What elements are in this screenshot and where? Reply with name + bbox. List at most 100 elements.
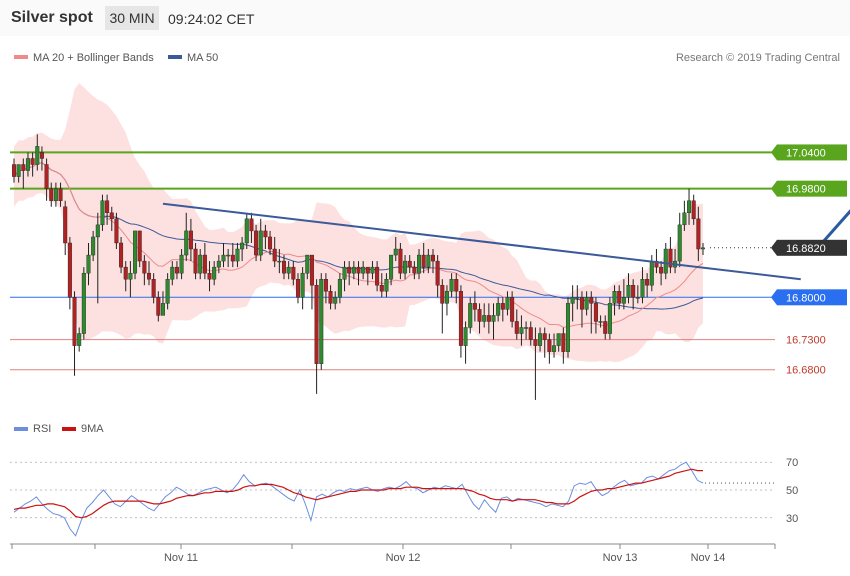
candle — [77, 327, 82, 352]
ma50-legend-label: MA 50 — [187, 52, 218, 64]
trend-line — [162, 202, 801, 281]
candle — [579, 291, 584, 328]
candle — [63, 200, 68, 256]
candle — [86, 242, 91, 286]
candle — [21, 158, 26, 189]
candle — [35, 134, 40, 171]
candle — [440, 279, 445, 334]
candle — [123, 261, 128, 292]
candle — [444, 285, 449, 316]
candle — [193, 242, 198, 280]
candle — [612, 285, 617, 316]
candle — [384, 273, 389, 298]
candle — [156, 291, 161, 322]
x-tick-label: Nov 11 — [164, 552, 198, 564]
candle — [687, 188, 692, 225]
candle — [184, 212, 189, 262]
candle — [421, 242, 426, 274]
candle — [696, 206, 701, 262]
candle — [347, 261, 352, 286]
candle — [538, 327, 543, 352]
candle — [659, 261, 664, 286]
candle — [319, 273, 324, 370]
candle — [263, 224, 268, 250]
candle — [389, 254, 394, 286]
candle — [160, 291, 165, 316]
candle — [58, 182, 63, 207]
candle — [435, 255, 440, 298]
level-tag-16.8820 — [777, 239, 847, 256]
candle — [682, 200, 687, 231]
level-label: 16.8820 — [786, 243, 826, 255]
level-label: 16.7300 — [786, 335, 826, 347]
rsi-line — [13, 461, 704, 537]
candle — [645, 273, 650, 298]
candle — [100, 194, 105, 231]
candle — [81, 267, 86, 340]
candle — [254, 224, 259, 262]
candle — [654, 249, 659, 274]
candle — [240, 236, 245, 262]
candle — [11, 158, 16, 183]
candle — [277, 249, 282, 274]
bollinger-band — [14, 83, 703, 363]
ma-bb-legend-label: MA 20 + Bollinger Bands — [33, 52, 154, 64]
ma9-legend-swatch — [62, 427, 76, 431]
candle — [533, 327, 538, 400]
candle — [365, 266, 370, 286]
candle — [668, 236, 673, 274]
candle — [314, 279, 319, 394]
candle — [337, 273, 342, 304]
candle — [291, 261, 296, 286]
copyright-label: Research © 2019 Trading Central — [676, 52, 840, 64]
header-bar: Silver spot 30 MIN 09:24:02 CET — [0, 0, 850, 36]
candle — [561, 327, 566, 364]
candle — [482, 303, 487, 328]
level-label: 16.8000 — [786, 292, 826, 304]
candle — [454, 273, 459, 304]
candle — [468, 297, 473, 334]
candle — [25, 152, 30, 177]
candle — [300, 267, 305, 310]
candle — [547, 333, 552, 364]
candle — [282, 255, 287, 280]
candle — [677, 212, 682, 268]
candle — [133, 230, 138, 280]
candle — [342, 261, 347, 292]
candle — [216, 255, 221, 274]
candle — [44, 158, 49, 201]
rsi-tick-label: 50 — [786, 485, 798, 497]
candle — [617, 285, 622, 310]
candle — [505, 291, 510, 316]
candle — [147, 261, 152, 286]
candle — [39, 146, 44, 171]
candle — [361, 261, 366, 280]
candle — [249, 212, 254, 243]
candle — [221, 242, 226, 268]
rsi-ma9-line — [13, 468, 703, 519]
candle — [417, 249, 422, 280]
candle — [510, 291, 515, 328]
candle — [701, 242, 706, 256]
candle — [67, 236, 72, 310]
candle — [407, 255, 412, 274]
candle — [30, 152, 35, 177]
candle — [137, 230, 142, 268]
candle — [458, 285, 463, 358]
level-tag-17.0400 — [777, 144, 847, 161]
candle — [202, 242, 207, 280]
x-tick-label: Nov 13 — [603, 552, 638, 564]
rsi-tick-label: 70 — [786, 457, 798, 469]
candle — [207, 261, 212, 292]
candle — [244, 212, 249, 250]
candle — [258, 218, 263, 262]
candle — [542, 327, 547, 358]
candle — [323, 273, 328, 304]
candle — [295, 273, 300, 304]
candle — [621, 279, 626, 310]
candle — [393, 236, 398, 262]
timeframe-badge[interactable]: 30 MIN — [105, 6, 159, 30]
candle — [500, 297, 505, 322]
candle — [179, 249, 184, 280]
